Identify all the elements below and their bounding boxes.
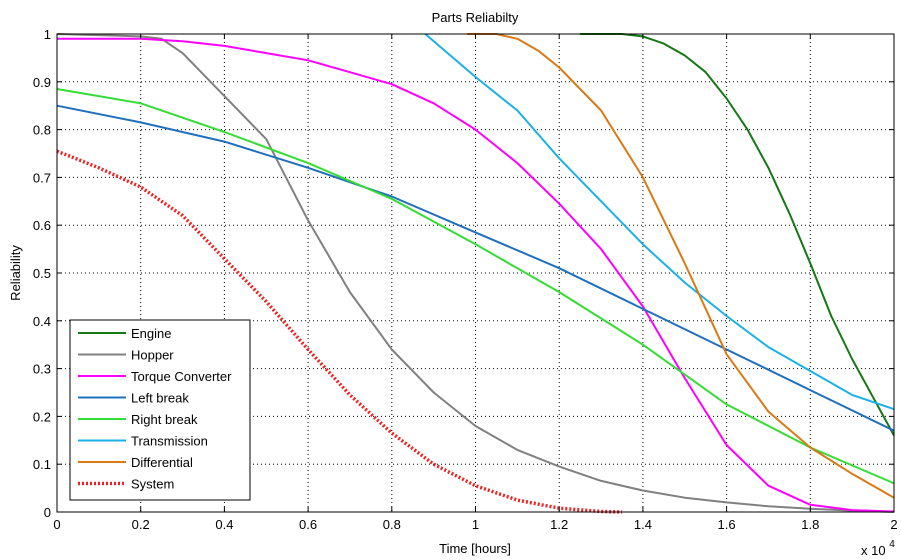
x-tick-label: 1 [472, 517, 479, 532]
legend-label-hopper: Hopper [131, 348, 174, 363]
y-tick-label: 0.5 [33, 266, 51, 281]
series-line-left-break [56, 104, 895, 432]
x-tick-label: 0.8 [383, 517, 401, 532]
legend-label-system: System [131, 477, 174, 492]
x-tick-label: 1.2 [550, 517, 568, 532]
series-line-transmission [424, 33, 895, 411]
chart-title: Parts Reliabilty [432, 10, 519, 25]
y-tick-label: 1 [44, 27, 51, 42]
series-line-engine [580, 33, 895, 436]
x-tick-label: 1.6 [718, 517, 736, 532]
series-line-torque-converter [57, 37, 895, 513]
legend-label-right-break: Right break [131, 412, 198, 427]
x-tick-label: 0 [53, 517, 60, 532]
y-axis-label: Reliability [8, 245, 23, 301]
series-line-differential [467, 33, 895, 499]
legend-label-engine: Engine [131, 326, 171, 341]
series-line-system [56, 149, 623, 514]
x-tick-label: 0.6 [299, 517, 317, 532]
legend-label-transmission: Transmission [131, 434, 208, 449]
series-line-hopper [56, 33, 895, 513]
y-tick-label: 0 [44, 505, 51, 520]
x-tick-label: 1.8 [801, 517, 819, 532]
x-axis-multiplier: x 10 4 [861, 539, 895, 558]
x-tick-label: 1.4 [634, 517, 652, 532]
legend-box [69, 319, 251, 501]
axis-ticks: 0 0.2 0.4 0.6 0.8 1 1.2 1.4 1.6 1.8 2 0 0.1 0.2 0.3 0.4… [33, 27, 898, 532]
x-axis-multiplier-power: 4 [889, 539, 895, 550]
y-tick-label: 0.9 [33, 75, 51, 90]
data-series [56, 33, 895, 514]
y-tick-label: 0.4 [33, 314, 51, 329]
x-tick-label: 0.4 [215, 517, 233, 532]
x-axis-label: Time [hours] [439, 541, 511, 556]
y-tick-label: 0.6 [33, 218, 51, 233]
series-line-right-break [56, 88, 895, 485]
x-tick-label: 0.2 [132, 517, 150, 532]
y-tick-label: 0.3 [33, 362, 51, 377]
legend: Engine Hopper Torque Converter Left break Ri… [69, 319, 251, 501]
legend-label-differential: Differential [131, 455, 193, 470]
x-tick-label: 2 [890, 517, 897, 532]
y-tick-label: 0.2 [33, 409, 51, 424]
legend-label-left-break: Left break [131, 391, 189, 406]
x-axis-multiplier-base: x 10 [861, 543, 886, 558]
y-tick-label: 0.1 [33, 457, 51, 472]
legend-label-torque-converter: Torque Converter [131, 369, 232, 384]
y-tick-label: 0.8 [33, 123, 51, 138]
y-tick-label: 0.7 [33, 170, 51, 185]
